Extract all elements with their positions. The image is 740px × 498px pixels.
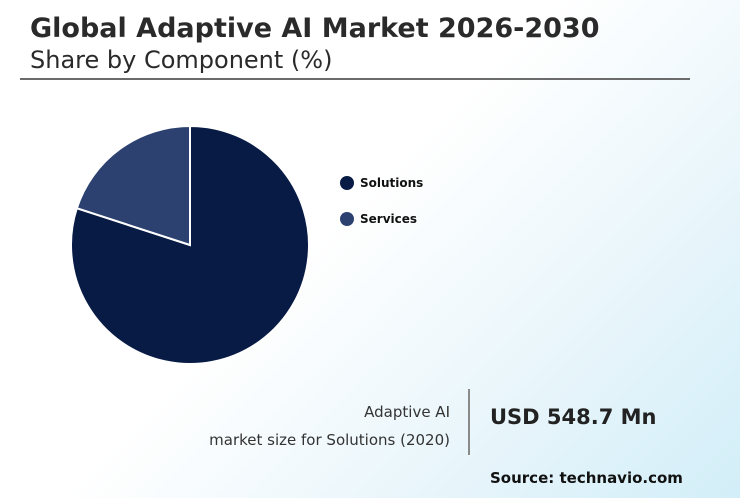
legend-item-services: Services xyxy=(340,210,423,228)
chart-subtitle: Share by Component (%) xyxy=(30,46,333,74)
kpi-value: USD 548.7 Mn xyxy=(490,405,657,429)
chart-legend: Solutions Services xyxy=(340,174,423,246)
kpi-label-line2: market size for Solutions (2020) xyxy=(209,431,450,449)
pie-slice-solutions xyxy=(70,124,310,365)
legend-label-solutions: Solutions xyxy=(360,176,424,190)
legend-swatch-services xyxy=(340,212,354,226)
legend-item-solutions: Solutions xyxy=(340,174,423,192)
header-divider xyxy=(20,78,690,80)
kpi-label: Adaptive AI market size for Solutions (2… xyxy=(209,398,450,454)
legend-label-services: Services xyxy=(360,212,418,226)
pie-slice-services xyxy=(75,124,191,247)
kpi-label-line1: Adaptive AI xyxy=(364,403,450,421)
legend-swatch-solutions xyxy=(340,176,354,190)
chart-title: Global Adaptive AI Market 2026-2030 xyxy=(30,13,600,44)
kpi-divider xyxy=(468,389,470,455)
chart-header: Global Adaptive AI Market 2026-2030 Shar… xyxy=(30,12,690,74)
pie-chart xyxy=(70,124,310,365)
source-credit: Source: technavio.com xyxy=(490,469,683,487)
